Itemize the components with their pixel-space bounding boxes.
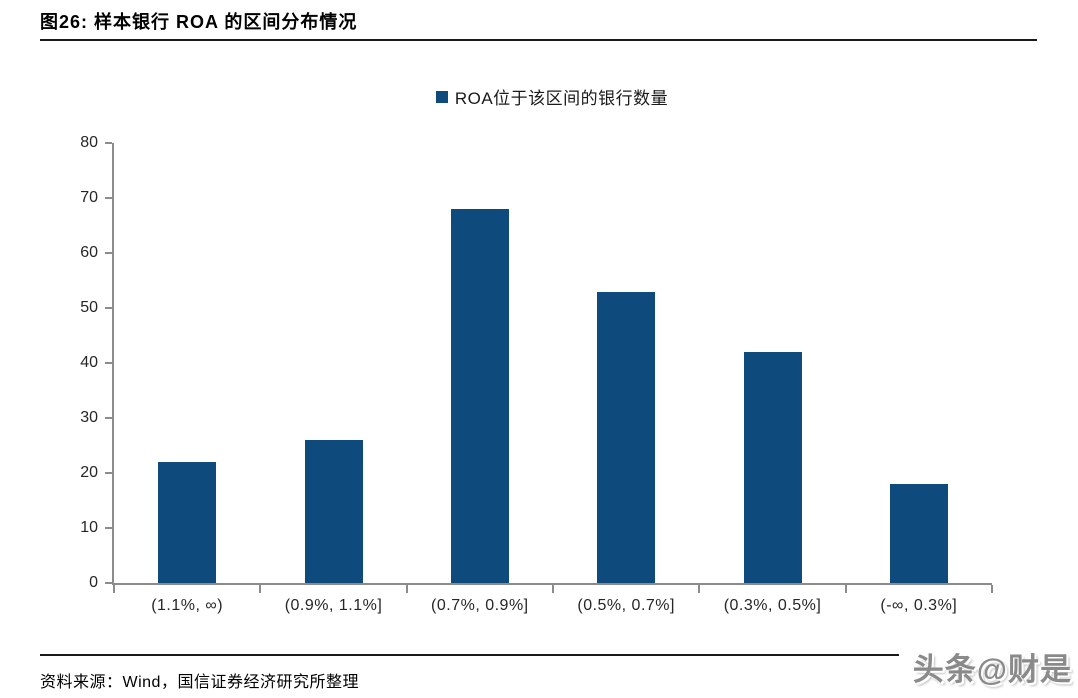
y-axis-tick — [105, 142, 112, 144]
x-axis-tick — [405, 585, 408, 593]
x-axis-tick — [844, 585, 847, 593]
y-axis-tick — [105, 582, 112, 584]
x-tick-label: (0.5%, 0.7%] — [577, 597, 675, 614]
x-tick-label: (0.7%, 0.9%] — [431, 597, 529, 614]
title-divider — [40, 39, 1037, 41]
chart-bar-6 — [889, 484, 948, 583]
y-tick-label: 60 — [80, 244, 98, 261]
chart-bar-5 — [743, 352, 802, 583]
legend-label: ROA位于该区间的银行数量 — [454, 89, 669, 108]
x-axis-tick — [259, 585, 262, 593]
y-axis-tick — [105, 197, 112, 199]
y-axis-tick — [105, 362, 112, 364]
y-axis-tick — [105, 527, 112, 529]
x-axis-tick — [991, 585, 993, 593]
x-axis-tick — [552, 585, 554, 593]
figure-title: 图26: 样本银行 ROA 的区间分布情况 — [40, 12, 358, 32]
watermark: 头条@财是 — [898, 634, 1078, 698]
y-tick-label: 20 — [80, 464, 98, 481]
chart-bar-4 — [597, 291, 656, 583]
bottom-divider — [40, 654, 1037, 656]
source-note: 资料来源：Wind，国信证券经济研究所整理 — [40, 674, 359, 691]
y-axis-tick — [105, 417, 112, 419]
x-tick-label: (-∞, 0.3%] — [880, 597, 958, 614]
y-tick-label: 50 — [80, 299, 98, 316]
bar-chart-plot-area: 0 10 20 30 40 50 60 70 80 (1.1%, ∞) (0.9%, 1.1%] (0… — [80, 134, 993, 614]
y-tick-label: 70 — [80, 189, 98, 206]
y-axis-tick — [105, 472, 112, 474]
x-tick-label: (1.1%, ∞) — [151, 597, 224, 614]
y-tick-label: 0 — [89, 574, 98, 591]
chart-legend: ROA位于该区间的银行数量 — [112, 84, 992, 109]
x-tick-label: (0.3%, 0.5%] — [723, 597, 822, 614]
chart-bar-2 — [304, 440, 363, 583]
x-axis-tick — [113, 585, 115, 593]
x-tick-label: (0.9%, 1.1%] — [284, 597, 383, 614]
y-tick-label: 10 — [80, 519, 98, 536]
chart-bar-3 — [450, 209, 509, 583]
y-tick-label: 80 — [80, 134, 98, 151]
y-axis-tick — [105, 252, 112, 254]
y-tick-label: 30 — [80, 409, 98, 426]
chart-bar-1 — [158, 462, 217, 583]
y-axis-tick — [105, 307, 112, 309]
x-axis-tick — [698, 585, 701, 593]
y-tick-label: 40 — [80, 354, 98, 371]
legend-swatch-icon — [435, 90, 448, 103]
